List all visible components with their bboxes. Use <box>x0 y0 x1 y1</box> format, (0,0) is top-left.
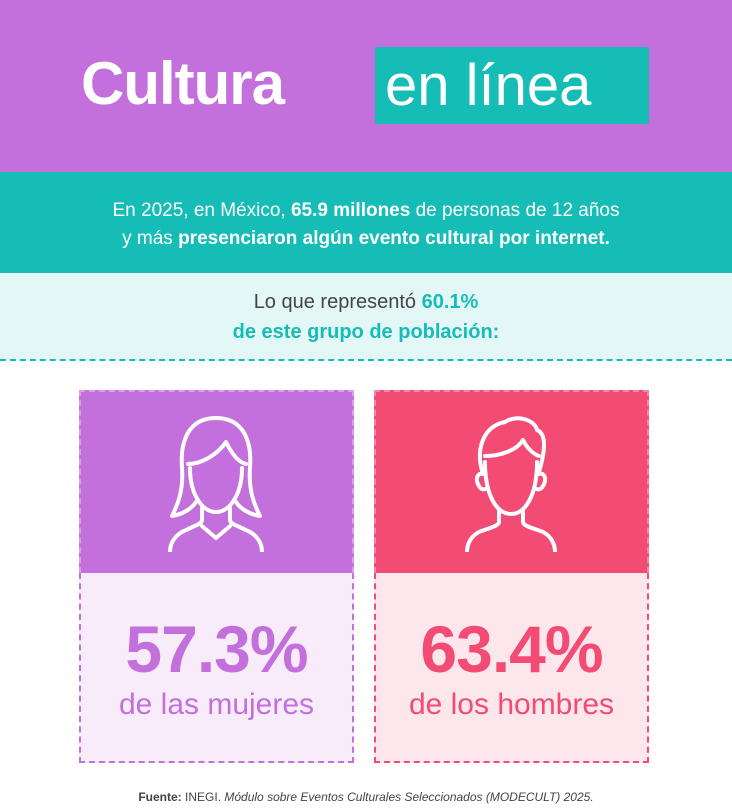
representation-band: Lo que representó 60.1% de este grupo de… <box>0 273 732 360</box>
summary-band: En 2025, en México, 65.9 millones de per… <box>0 172 732 273</box>
source-note: Fuente: INEGI. Módulo sobre Eventos Cult… <box>0 789 732 805</box>
women-card-top <box>79 390 354 573</box>
men-card-bottom: 63.4% de los hombres <box>374 573 649 763</box>
men-card-top <box>374 390 649 573</box>
women-percentage: 57.3% <box>125 612 308 686</box>
dashed-divider <box>0 359 732 361</box>
men-percentage: 63.4% <box>420 612 603 686</box>
header-banner: Cultura en línea <box>0 0 732 172</box>
summary-line-1: En 2025, en México, 65.9 millones de per… <box>0 197 732 225</box>
source-org: INEGI. <box>181 790 225 804</box>
women-label: de las mujeres <box>118 688 315 721</box>
title-bold: Cultura <box>81 50 285 117</box>
men-card: 63.4% de los hombres <box>374 390 649 763</box>
source-title: Módulo sobre Eventos Culturales Seleccio… <box>224 790 594 804</box>
men-label: de los hombres <box>408 688 615 721</box>
woman-icon <box>168 416 264 552</box>
man-icon <box>465 416 557 552</box>
summary-line-2: y más presenciaron algún evento cultural… <box>0 225 732 253</box>
title-highlight-box <box>375 47 649 124</box>
men-card-dash <box>374 390 649 573</box>
summary-line2-pre: y más <box>122 228 179 249</box>
source-label: Fuente: <box>138 790 182 804</box>
representation-line-1: Lo que representó 60.1% <box>0 287 732 317</box>
women-card-dash <box>79 390 354 573</box>
summary-line1-post: de personas de 12 años <box>410 200 620 221</box>
representation-pct: 60.1% <box>421 291 479 313</box>
title-light: en línea <box>385 53 592 118</box>
women-card: 57.3% de las mujeres <box>79 390 354 763</box>
representation-line-2: de este grupo de población: <box>232 321 500 343</box>
summary-line1-pre: En 2025, en México, <box>112 200 291 221</box>
women-card-bottom: 57.3% de las mujeres <box>79 573 354 763</box>
representation-pre: Lo que representó <box>253 291 422 313</box>
summary-line1-bold: 65.9 millones <box>290 200 411 221</box>
summary-line2-bold: presenciaron algún evento cultural por i… <box>178 228 610 249</box>
